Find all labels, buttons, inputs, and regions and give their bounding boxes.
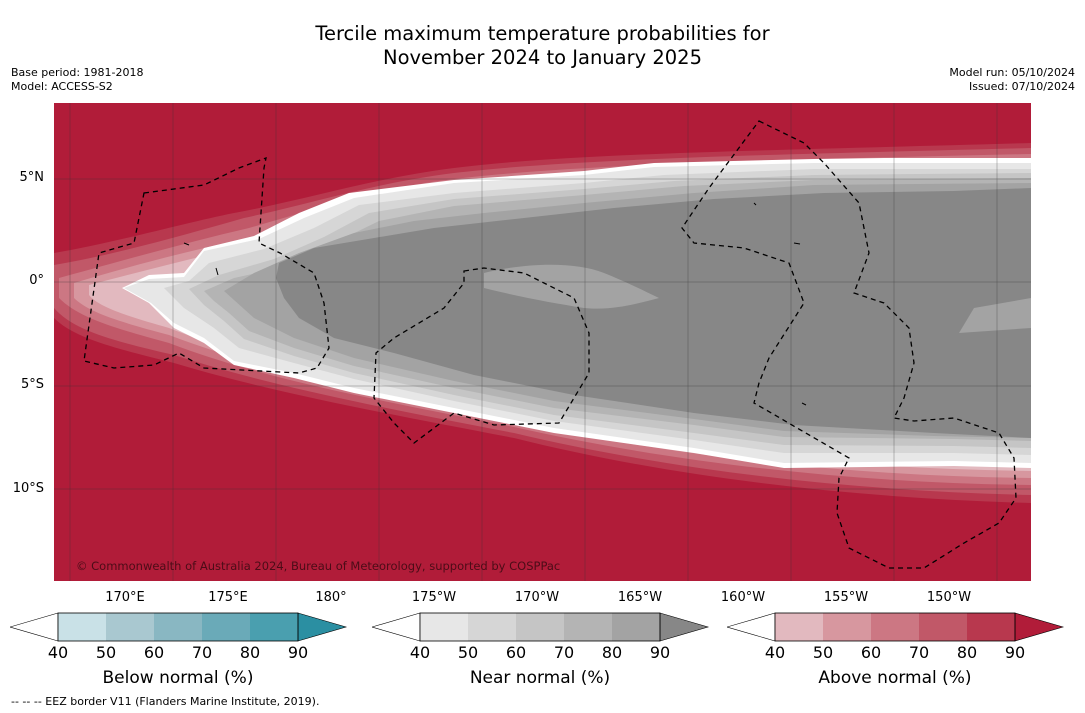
lon-label-150w: 150°W [926, 590, 972, 605]
model-name: Model: ACCESS-S2 [11, 80, 113, 93]
cbar-above-tick: 70 [908, 643, 930, 662]
cbar-above-frame [774, 612, 1016, 642]
cbar-near-frame [419, 612, 661, 642]
cbar-near-tick: 70 [553, 643, 575, 662]
cbar-above-segment-high [1014, 612, 1065, 642]
lat-label-0: 0° [29, 273, 44, 288]
colorbar-below-normal-svg [8, 612, 348, 642]
cbar-below-segment-high [297, 612, 348, 642]
lat-label-5n: 5°N [19, 170, 45, 185]
cbar-below-segment [106, 613, 154, 641]
cbar-near-segment [468, 613, 516, 641]
cbar-above-segment [823, 613, 871, 641]
copyright-notice: © Commonwealth of Australia 2024, Bureau… [76, 559, 561, 573]
issued-date: Issued: 07/10/2024 [968, 80, 1075, 93]
lat-label-5s: 5°S [20, 377, 44, 392]
cbar-above-tick: 80 [956, 643, 978, 662]
base-period: Base period: 1981-2018 [11, 66, 144, 79]
island [215, 267, 219, 276]
model-run: Model run: 05/10/2024 [949, 66, 1075, 79]
eez-border-kiribati-gilberts [83, 156, 330, 374]
probability-map[interactable] [54, 103, 1031, 581]
eez-border-line-islands [681, 120, 1017, 569]
cbar-above-tick: 40 [764, 643, 786, 662]
cbar-above-tick: 50 [812, 643, 834, 662]
cbar-below-tick: 50 [95, 643, 117, 662]
lon-label-155w: 155°W [823, 590, 869, 605]
lon-label-165w: 165°W [617, 590, 663, 605]
eez-footnote: -- -- -- EEZ border V11 (Flanders Marine… [11, 695, 320, 708]
cbar-above-segment [775, 613, 823, 641]
meta-right: Model run: 05/10/2024 Issued: 07/10/2024 [949, 66, 1075, 94]
cbar-below-tick: 40 [47, 643, 69, 662]
cbar-above-tick: 90 [1004, 643, 1026, 662]
island-outlines [183, 202, 807, 406]
lon-label-175e: 175°E [208, 590, 248, 605]
island [183, 242, 190, 246]
island [753, 202, 757, 206]
cbar-near-segment [564, 613, 612, 641]
cbar-above-tick: 60 [860, 643, 882, 662]
lat-label-10s: 10°S [12, 481, 44, 496]
island [793, 242, 801, 245]
cbar-near-tick: 60 [505, 643, 527, 662]
colorbar-above-title: Above normal (%) [818, 668, 972, 688]
island [801, 402, 807, 406]
cbar-above-segment [967, 613, 1015, 641]
cbar-near-segment [612, 613, 660, 641]
cbar-below-segment [250, 613, 298, 641]
colorbar-near-normal [370, 612, 712, 648]
cbar-below-frame [57, 612, 299, 642]
colorbar-below-normal [8, 612, 350, 648]
lon-label-175w: 175°W [411, 590, 457, 605]
cbar-below-tick: 90 [287, 643, 309, 662]
cbar-below-segment-low [8, 612, 59, 642]
near-normal-90-region [276, 188, 1031, 438]
meta-left: Base period: 1981-2018 Model: ACCESS-S2 [11, 66, 143, 94]
cbar-below-segment [202, 613, 250, 641]
lon-label-170e: 170°E [105, 590, 145, 605]
cbar-below-segment [58, 613, 106, 641]
colorbar-above-normal [725, 612, 1067, 648]
near-normal-80-patch [484, 264, 659, 309]
cbar-near-segment [516, 613, 564, 641]
title-line-2: November 2024 to January 2025 [383, 46, 702, 69]
map-panel[interactable] [54, 103, 1031, 581]
cbar-near-tick: 80 [601, 643, 623, 662]
lon-label-160w: 160°W [720, 590, 766, 605]
title-line-1: Tercile maximum temperature probabilitie… [315, 22, 770, 45]
cbar-below-tick: 60 [143, 643, 165, 662]
cbar-above-segment [919, 613, 967, 641]
lon-label-180: 180° [315, 590, 347, 605]
cbar-below-tick: 70 [191, 643, 213, 662]
eez-borders [83, 120, 1017, 569]
cbar-near-segment-low [370, 612, 421, 642]
colorbar-below-title: Below normal (%) [102, 668, 254, 688]
colorbar-near-title: Near normal (%) [469, 668, 611, 688]
lon-label-170w: 170°W [514, 590, 560, 605]
cbar-below-tick: 80 [239, 643, 261, 662]
cbar-below-segment [154, 613, 202, 641]
colorbar-above-normal-svg [725, 612, 1065, 642]
cbar-near-tick: 90 [649, 643, 671, 662]
map-title: Tercile maximum temperature probabilitie… [0, 22, 1085, 70]
cbar-near-segment-high [659, 612, 710, 642]
cbar-near-tick: 50 [457, 643, 479, 662]
cbar-above-segment-low [725, 612, 776, 642]
colorbar-near-normal-svg [370, 612, 710, 642]
cbar-near-tick: 40 [409, 643, 431, 662]
cbar-near-segment [420, 613, 468, 641]
cbar-above-segment [871, 613, 919, 641]
